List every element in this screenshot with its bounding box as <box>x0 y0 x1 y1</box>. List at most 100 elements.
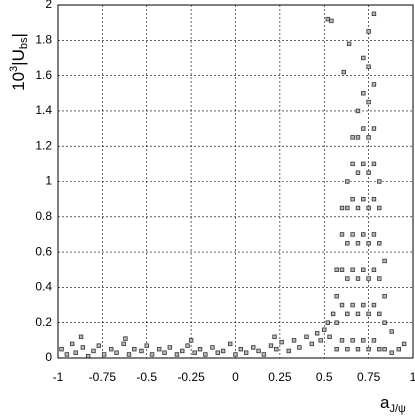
x-axis-label: aJ/ψ <box>380 393 406 414</box>
point <box>144 343 149 348</box>
point <box>371 126 377 131</box>
point <box>371 302 377 308</box>
point <box>149 352 155 357</box>
point <box>355 170 361 175</box>
point <box>361 161 366 167</box>
point <box>96 343 102 348</box>
point <box>355 276 361 281</box>
point <box>371 82 377 87</box>
point <box>371 338 377 343</box>
point <box>325 320 330 325</box>
point <box>366 29 371 34</box>
point <box>192 350 197 355</box>
point <box>78 334 84 340</box>
y-label-end: | <box>9 33 28 37</box>
point <box>174 352 180 357</box>
point <box>371 11 377 17</box>
point <box>366 64 371 69</box>
point <box>366 276 371 281</box>
point <box>401 341 407 347</box>
point <box>382 320 387 325</box>
point <box>361 302 366 308</box>
point <box>350 338 355 343</box>
point <box>132 346 137 352</box>
point <box>243 350 249 355</box>
point <box>215 350 220 355</box>
point <box>355 346 361 352</box>
point <box>256 348 261 354</box>
point <box>188 338 194 343</box>
point <box>334 267 339 272</box>
point <box>59 346 64 352</box>
y-tick-label: 1.4 <box>35 103 52 117</box>
y-tick-label: 0.4 <box>35 280 52 294</box>
point <box>377 241 382 246</box>
point <box>162 350 167 355</box>
point <box>371 161 377 167</box>
y-tick-label: 0 <box>45 350 52 364</box>
point <box>355 311 361 317</box>
point <box>389 350 394 355</box>
point <box>350 232 355 237</box>
x-tick-label: 0.25 <box>268 370 292 384</box>
point <box>268 343 274 348</box>
point <box>167 345 173 350</box>
x-tick-label: -0.75 <box>89 370 117 384</box>
point <box>272 334 277 340</box>
x-tick-label: 0.5 <box>316 370 333 384</box>
point <box>156 346 162 352</box>
point <box>377 311 382 317</box>
point <box>366 346 371 352</box>
point <box>109 346 114 352</box>
point <box>377 179 382 184</box>
point <box>350 267 355 272</box>
point <box>366 311 371 317</box>
point <box>382 294 387 299</box>
point <box>346 41 352 47</box>
point <box>350 135 355 140</box>
point <box>322 327 327 332</box>
y-tick-label: 1.8 <box>35 32 52 46</box>
point <box>366 135 371 140</box>
point <box>85 354 91 359</box>
point <box>314 331 320 336</box>
point <box>101 352 107 357</box>
point <box>304 334 309 340</box>
point <box>350 302 355 308</box>
point <box>361 126 366 131</box>
point <box>73 350 78 355</box>
point <box>233 352 238 357</box>
point <box>361 196 366 202</box>
point <box>330 311 336 317</box>
y-tick-label: 0.2 <box>35 315 52 329</box>
point <box>227 341 233 347</box>
point <box>389 329 394 334</box>
point <box>366 241 371 246</box>
point <box>220 348 226 354</box>
point <box>238 346 244 352</box>
y-label-sub: bs <box>18 37 30 49</box>
point <box>185 343 190 348</box>
point <box>371 196 377 202</box>
point <box>345 205 350 211</box>
point <box>350 161 355 167</box>
point <box>345 179 350 184</box>
point <box>123 336 128 341</box>
point <box>339 205 345 211</box>
point <box>339 302 345 308</box>
point <box>382 346 387 352</box>
point <box>366 170 371 175</box>
x-tick-label: 0.75 <box>357 370 381 384</box>
point <box>180 348 185 354</box>
point <box>361 267 366 272</box>
point <box>355 108 361 114</box>
point <box>345 241 350 246</box>
point <box>339 267 345 272</box>
point <box>325 16 330 22</box>
point <box>371 267 377 272</box>
point <box>261 352 267 357</box>
point <box>334 294 339 299</box>
point <box>355 205 361 211</box>
point <box>91 348 96 354</box>
point <box>355 135 361 140</box>
